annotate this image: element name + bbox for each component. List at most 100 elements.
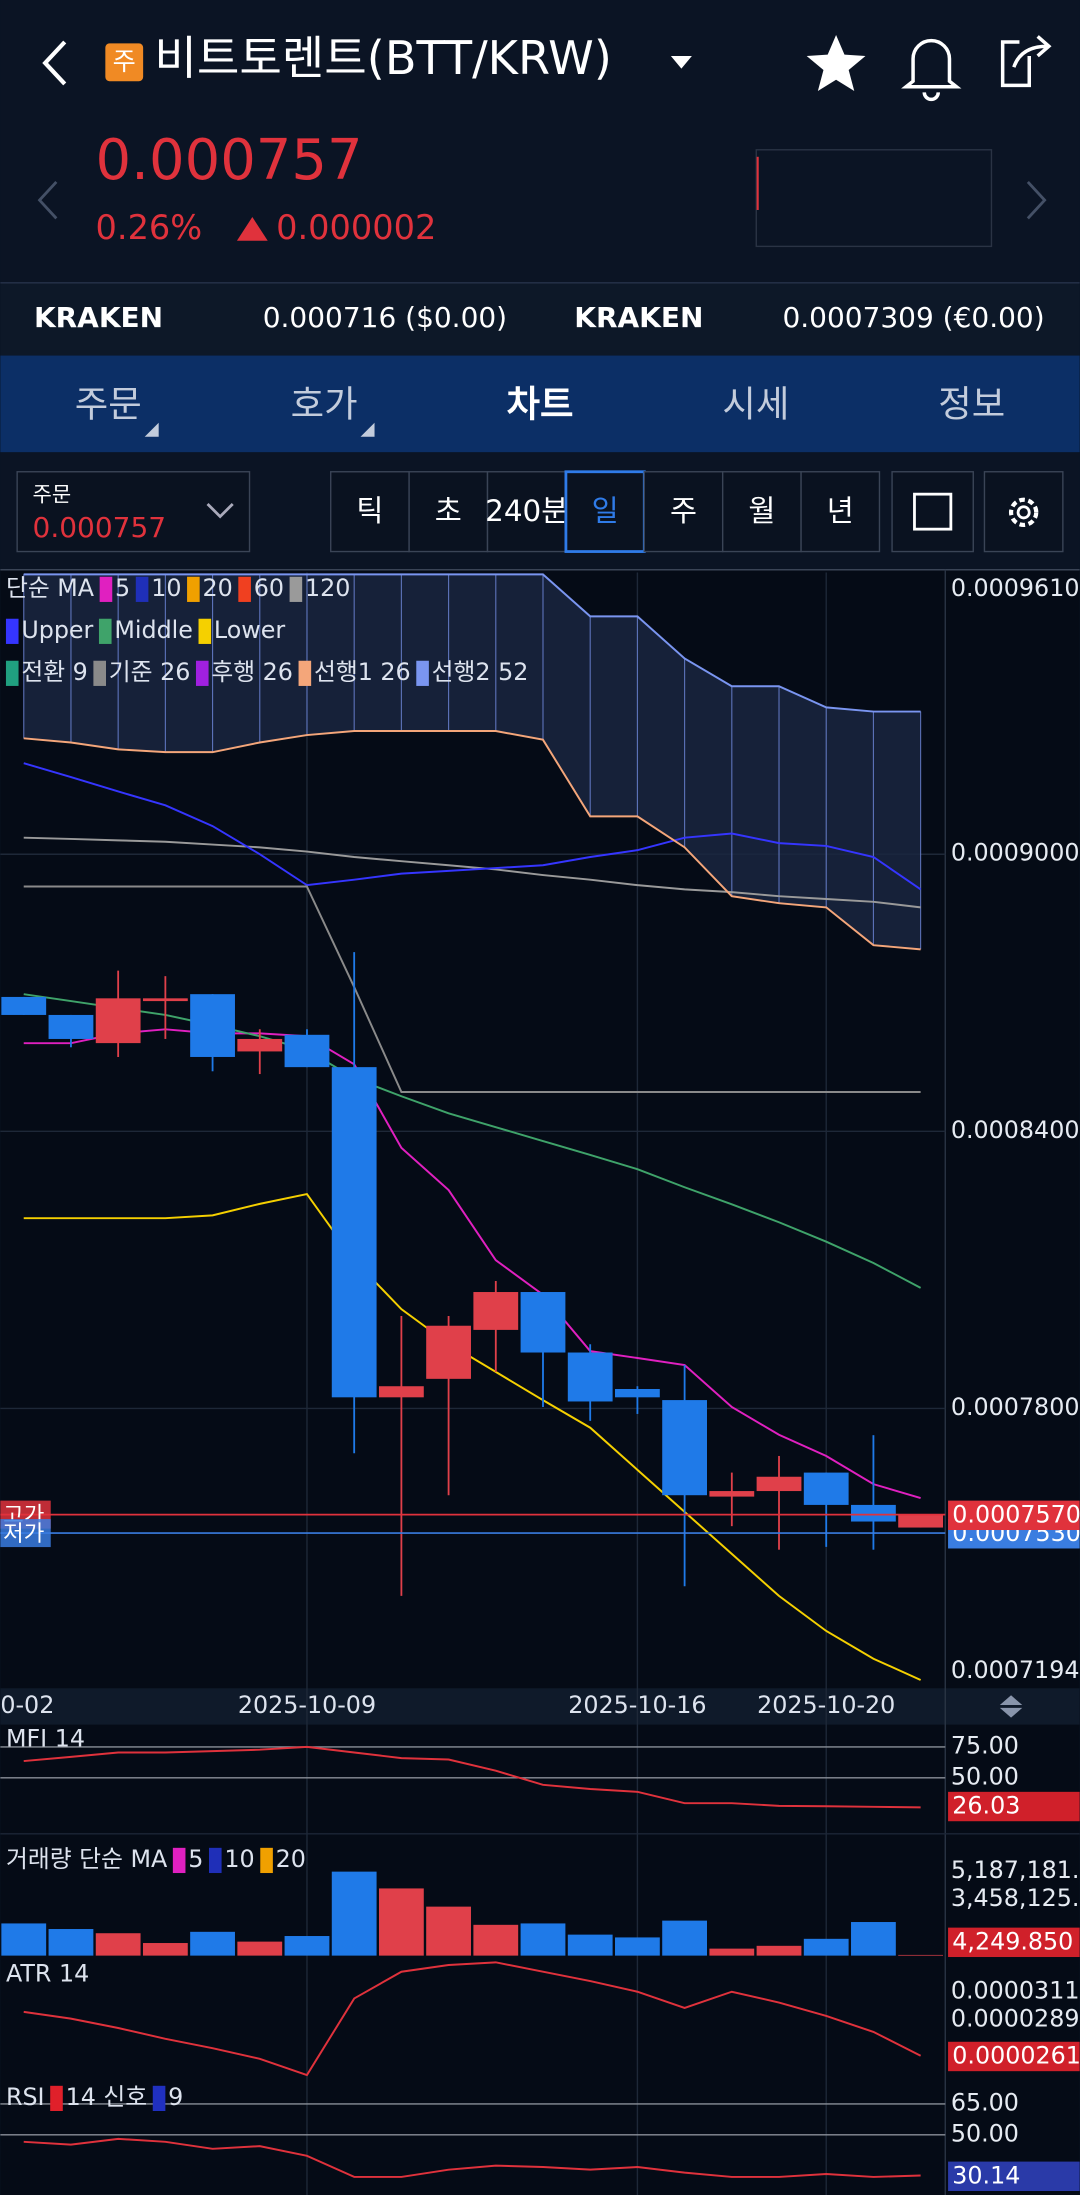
back-button[interactable] <box>42 40 67 86</box>
candle-body <box>48 1014 94 1039</box>
side-tag <box>0 1519 51 1548</box>
share-icon[interactable] <box>1000 35 1052 88</box>
legend-swatch <box>5 660 19 686</box>
tab[interactable]: 시세 <box>722 382 789 425</box>
settings-button[interactable] <box>983 471 1064 553</box>
legend-swatch <box>238 576 251 602</box>
resize-handle[interactable] <box>999 1695 1023 1718</box>
order-chevron[interactable] <box>206 502 234 519</box>
candle-body <box>378 1386 424 1398</box>
legend-label: ATR 14 <box>6 1960 89 1988</box>
tab[interactable]: 차트 <box>507 382 574 425</box>
legend-swatch <box>187 576 200 602</box>
volume-bar <box>142 1943 188 1956</box>
period-label: 일 <box>592 494 619 528</box>
candle-body <box>237 1038 283 1052</box>
order-box[interactable] <box>16 471 251 553</box>
legend-swatch <box>152 2085 166 2112</box>
candle-body <box>520 1292 566 1353</box>
badge <box>105 43 144 82</box>
candle-body <box>1 996 47 1015</box>
value-tag <box>948 1500 1080 1531</box>
candle-body <box>190 994 235 1057</box>
y-tick-label: 0.0009000 <box>951 839 1080 867</box>
candle-body <box>331 1067 377 1398</box>
badge-text: 주 <box>113 47 136 76</box>
candle-body <box>473 1292 519 1330</box>
tab[interactable]: 호가 <box>291 382 358 425</box>
value-tag-label: 0.0007570 <box>952 1501 1080 1529</box>
legend-swatch <box>5 618 19 644</box>
next-arrow[interactable] <box>1026 181 1047 220</box>
title[interactable]: 비트토렌트(BTT/KRW) <box>154 31 612 85</box>
period-label: 틱 <box>356 494 383 528</box>
legend-label: 60 <box>254 574 284 602</box>
title-dropdown[interactable] <box>670 55 692 69</box>
volume-bar <box>331 1871 377 1956</box>
candle-body <box>898 1514 944 1528</box>
layout-button[interactable] <box>891 471 974 553</box>
legend-label: RSI <box>6 2083 45 2111</box>
x-tick-label: 2025-10-20 <box>757 1691 895 1719</box>
legend-label: 기준 26 <box>109 658 191 686</box>
period-button[interactable] <box>408 471 489 553</box>
value-tag-label: 0.0000261 <box>952 2042 1080 2070</box>
tabs: 주문 호가 차트 시세 정보 <box>75 382 1005 437</box>
indicator-line <box>23 1745 921 1809</box>
y-tick-label: 0.0007194 <box>951 1656 1080 1684</box>
period-label: 월 <box>748 494 775 528</box>
indicator-line <box>23 836 921 909</box>
legend-swatch <box>208 1847 222 1874</box>
legend-swatch <box>93 660 106 686</box>
volume-bar <box>378 1888 424 1956</box>
volume-bar <box>520 1923 566 1956</box>
indicator-line <box>23 1028 921 1499</box>
legend-label: 120 <box>305 574 350 602</box>
exchange-bar <box>0 282 1080 356</box>
legend-swatch <box>50 2085 63 2112</box>
tab[interactable]: 정보 <box>938 382 1005 425</box>
y-tick-label: 65.00 <box>951 2088 1019 2116</box>
y-tick-label: 50.00 <box>951 1762 1019 1790</box>
legend-swatch <box>99 576 113 602</box>
settings-icon-center <box>1016 505 1031 520</box>
y-tick-label: 0.0000311 <box>951 1976 1080 2004</box>
volume-bar <box>662 1920 708 1956</box>
favorite-icon[interactable] <box>806 34 866 91</box>
legend-label: 후행 26 <box>211 658 293 686</box>
period-label: 주 <box>670 494 697 528</box>
legend-label: MFI 14 <box>6 1725 85 1753</box>
alarm-icon[interactable] <box>901 38 962 102</box>
volume-bar <box>1 1923 47 1956</box>
legend-swatch <box>416 660 429 686</box>
volume-bar <box>48 1929 94 1956</box>
mini-chart <box>755 149 993 248</box>
settings-icon <box>1008 497 1039 528</box>
volume-bar <box>95 1933 141 1956</box>
layout-icon <box>913 492 953 531</box>
legend-swatch <box>198 618 212 644</box>
exchange-name: KRAKEN <box>34 301 163 334</box>
volume-bar <box>898 1954 944 1956</box>
period-button[interactable] <box>800 471 881 553</box>
candle-body <box>803 1472 849 1505</box>
value-tag-label: 26.03 <box>952 1792 1020 1820</box>
volume-bar <box>803 1938 849 1956</box>
y-tick-label: 5,187,181.736 <box>951 1856 1080 1884</box>
period-label: 240분 <box>485 494 568 528</box>
period-button[interactable] <box>330 471 410 553</box>
prev-arrow[interactable] <box>37 181 58 220</box>
volume-bar <box>237 1941 283 1956</box>
candle-body <box>851 1504 896 1522</box>
candle-body <box>756 1476 802 1492</box>
tab[interactable]: 주문 <box>75 382 142 425</box>
y-tick-label: 3,458,125.898 <box>951 1884 1080 1912</box>
volume-bar <box>426 1906 471 1956</box>
period-button[interactable] <box>486 471 567 553</box>
legend-label: 20 <box>202 574 232 602</box>
candle-body <box>426 1325 471 1379</box>
legend-label: 선행1 26 <box>314 658 411 686</box>
y-tick-label: 50.00 <box>951 2119 1019 2147</box>
